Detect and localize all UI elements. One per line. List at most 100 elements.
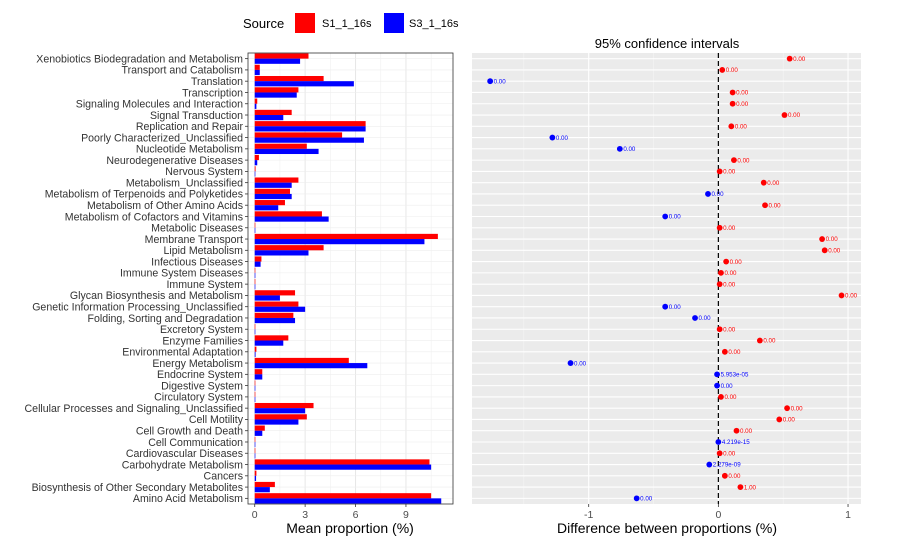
- bar-s3: [254, 284, 256, 290]
- bar-category-label: Metabolic Diseases: [151, 223, 243, 235]
- ci-point: [692, 315, 698, 321]
- bar-category-label: Cellular Processes and Signaling_Unclass…: [25, 403, 244, 415]
- ci-point: [838, 292, 845, 299]
- bar-s1: [254, 301, 299, 307]
- bar-s1: [254, 64, 260, 70]
- bar-category-label: Cell Growth and Death: [136, 426, 243, 438]
- bar-s1: [254, 391, 256, 397]
- ci-point-label: 0.00: [783, 417, 796, 424]
- ci-chart-x-axis-label: Difference between proportions (%): [557, 520, 777, 536]
- bar-s1: [254, 481, 275, 488]
- bar-s3: [254, 498, 442, 504]
- bar-category-label: Neurodegenerative Diseases: [106, 155, 243, 167]
- ci-point: [549, 134, 556, 141]
- bar-s1: [254, 109, 292, 116]
- bar-s3: [254, 160, 258, 166]
- ci-chart-title: 95% confidence intervals: [595, 36, 740, 51]
- bar-s1: [254, 346, 257, 352]
- ci-point-label: 0.00: [726, 67, 739, 74]
- bar-x-tick-label: 9: [403, 509, 409, 521]
- bar-s3: [254, 69, 260, 76]
- ci-point-label: 0.00: [556, 135, 569, 142]
- bar-s1: [254, 188, 291, 194]
- bar-s1: [254, 380, 256, 386]
- bar-s3: [254, 464, 432, 470]
- bar-category-label: Transcription: [182, 87, 243, 99]
- bar-category-label: Replication and Repair: [136, 121, 244, 133]
- ci-point-label: 0.00: [723, 450, 736, 457]
- ci-point-label: 0.00: [623, 146, 636, 153]
- ci-point: [776, 416, 783, 423]
- bar-s3: [254, 148, 319, 155]
- bar-s1: [254, 414, 307, 420]
- ci-point: [714, 371, 720, 378]
- ci-x-tick-label: 0: [715, 509, 721, 521]
- bar-s1: [254, 402, 314, 409]
- bar-s1: [254, 132, 343, 138]
- ci-point-label: 0.00: [723, 169, 736, 176]
- bar-category-label: Nervous System: [165, 166, 243, 178]
- ci-point: [716, 168, 723, 175]
- ci-point-label: 0.00: [724, 394, 737, 401]
- bar-s3: [254, 81, 354, 87]
- ci-point: [705, 191, 711, 197]
- bar-category-label: Carbohydrate Metabolism: [122, 459, 243, 471]
- ci-point-label: 0.00: [736, 90, 749, 97]
- ci-point: [728, 123, 735, 130]
- bar-s3: [254, 126, 366, 132]
- bar-s1: [254, 369, 263, 375]
- ci-point-label: 0.00: [730, 259, 743, 266]
- bar-s3: [254, 419, 299, 425]
- ci-point: [487, 78, 494, 85]
- bar-category-label: Membrane Transport: [145, 234, 243, 246]
- ci-point: [784, 405, 790, 412]
- bar-category-label: Biosynthesis of Other Secondary Metaboli…: [32, 482, 243, 494]
- bar-s1: [254, 256, 262, 262]
- bar-s1: [254, 425, 265, 431]
- bar-category-label: Infectious Diseases: [151, 256, 243, 268]
- ci-x-tick-label: -1: [584, 509, 593, 521]
- legend-swatch-s1: [295, 13, 315, 33]
- ci-plot-background: [472, 53, 861, 504]
- bar-s3: [254, 329, 256, 335]
- ci-point: [737, 484, 744, 490]
- bar-x-tick-label: 6: [353, 509, 359, 521]
- ci-chart-panel: 0.00 0.00 0.00 0.00 0.00 0.00 0.00 0.00 0.00 0.00…: [472, 53, 861, 521]
- bar-category-label: Metabolism of Other Amino Acids: [87, 200, 243, 212]
- ci-point: [633, 495, 640, 502]
- ci-point-label: 1.00: [744, 484, 757, 491]
- ci-point: [729, 89, 736, 96]
- ci-point-label: 0.00: [723, 225, 736, 232]
- bar-s1: [254, 143, 307, 149]
- bar-s1: [254, 335, 289, 341]
- ci-point-label: 0.00: [724, 270, 737, 277]
- bar-s3: [254, 261, 261, 267]
- ci-point: [733, 427, 740, 434]
- bar-category-label: Genetic Information Processing_Unclassif…: [32, 301, 243, 313]
- ci-point: [716, 450, 723, 457]
- ci-point: [786, 55, 793, 62]
- ci-point: [662, 213, 669, 220]
- bar-s3: [254, 374, 263, 380]
- bar-s3: [254, 363, 368, 369]
- bar-s3: [254, 430, 263, 436]
- bar-category-label: Signaling Molecules and Interaction: [76, 99, 243, 111]
- bar-category-label: Translation: [191, 76, 243, 88]
- ci-point: [567, 360, 574, 366]
- ci-point: [821, 247, 828, 254]
- bar-category-label: Amino Acid Metabolism: [133, 493, 243, 505]
- bar-s1: [254, 324, 256, 330]
- ci-point-label: 4.219e-15: [722, 439, 750, 446]
- bar-s3: [254, 441, 256, 448]
- ci-point: [706, 461, 713, 468]
- bar-s1: [254, 121, 366, 127]
- bar-category-label: Glycan Biosynthesis and Metabolism: [70, 290, 243, 302]
- bar-s1: [254, 436, 256, 442]
- bar-s3: [254, 58, 301, 64]
- bar-category-label: Cell Communication: [148, 437, 243, 449]
- bar-category-label: Metabolism_Unclassified: [126, 177, 243, 189]
- bar-s3: [254, 250, 309, 256]
- ci-point-label: 0.00: [669, 304, 682, 311]
- bar-category-label: Immune System Diseases: [120, 268, 243, 280]
